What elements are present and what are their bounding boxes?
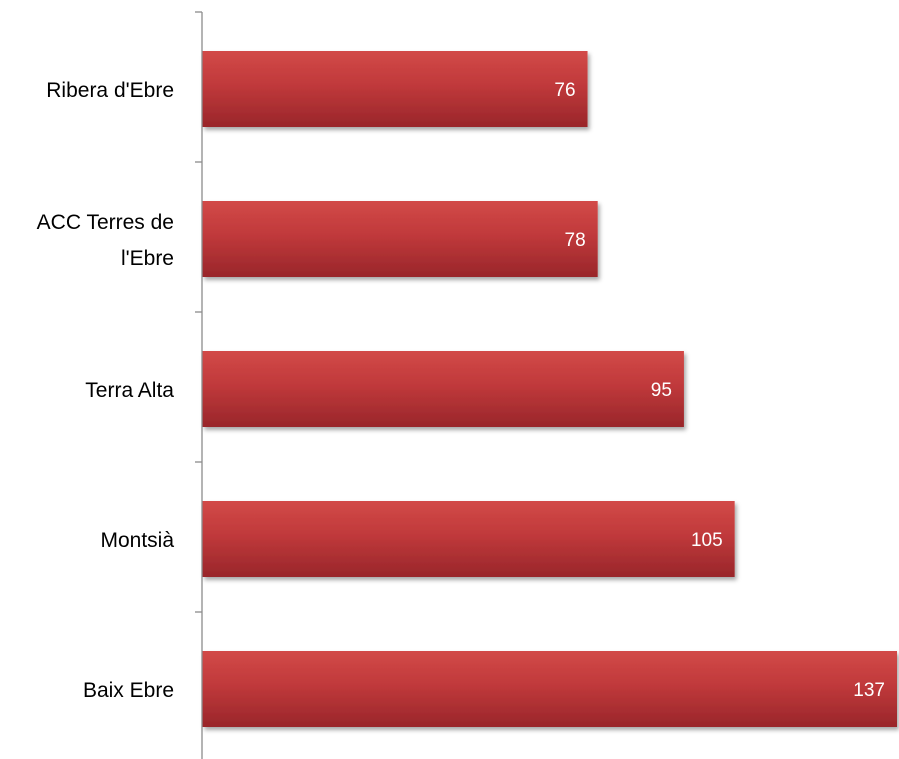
category-label-line: Baix Ebre — [83, 679, 174, 702]
category-label-montsia: Montsià — [100, 529, 174, 552]
data-label-ribera-d-ebre: 76 — [554, 80, 575, 101]
category-label-line: Montsià — [100, 529, 174, 552]
category-label-ribera-d-ebre: Ribera d'Ebre — [46, 79, 174, 102]
category-axis — [195, 11, 203, 759]
bar-acc-terres-de-l-ebre — [202, 201, 598, 277]
category-label-baix-ebre: Baix Ebre — [83, 679, 174, 702]
bar-baix-ebre — [202, 651, 897, 727]
bars-layer — [202, 51, 897, 727]
data-label-acc-terres-de-l-ebre: 78 — [565, 230, 586, 251]
category-label-terra-alta: Terra Alta — [85, 379, 174, 402]
category-label-line: l'Ebre — [121, 247, 174, 270]
labels-layer: 76 Ribera d'Ebre 78 ACC Terres de l'Ebre 95 Te… — [37, 79, 885, 702]
category-label-line: ACC Terres de — [37, 211, 174, 234]
bar-ribera-d-ebre — [202, 51, 588, 127]
category-label-acc-terres-de-l-ebre: ACC Terres de l'Ebre — [37, 211, 174, 270]
bar-terra-alta — [202, 351, 684, 427]
category-label-line: Terra Alta — [85, 379, 174, 402]
data-label-baix-ebre: 137 — [853, 680, 885, 701]
bar-montsia — [202, 501, 735, 577]
data-label-terra-alta: 95 — [651, 380, 672, 401]
data-label-montsia: 105 — [691, 530, 723, 551]
category-label-line: Ribera d'Ebre — [46, 79, 174, 102]
